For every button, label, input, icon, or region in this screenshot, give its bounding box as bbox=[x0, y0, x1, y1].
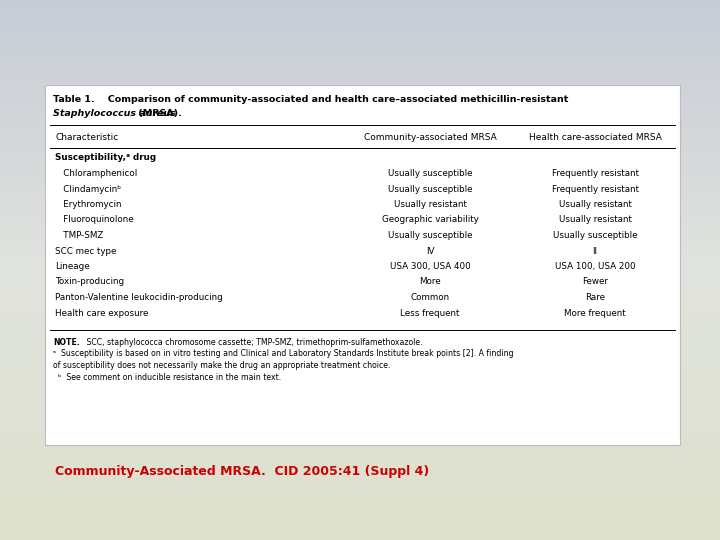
Text: Health care exposure: Health care exposure bbox=[55, 308, 148, 318]
Text: (MRSA).: (MRSA). bbox=[135, 109, 182, 118]
Text: Community-associated MRSA: Community-associated MRSA bbox=[364, 133, 496, 143]
Text: Panton-Valentine leukocidin-producing: Panton-Valentine leukocidin-producing bbox=[55, 293, 222, 302]
Text: NOTE.: NOTE. bbox=[53, 338, 80, 347]
Text: Usually resistant: Usually resistant bbox=[394, 200, 467, 209]
Text: Chloramphenicol: Chloramphenicol bbox=[55, 169, 138, 178]
Text: More: More bbox=[419, 278, 441, 287]
Text: TMP-SMZ: TMP-SMZ bbox=[55, 231, 104, 240]
Text: USA 100, USA 200: USA 100, USA 200 bbox=[554, 262, 635, 271]
Text: Lineage: Lineage bbox=[55, 262, 89, 271]
Text: Usually susceptible: Usually susceptible bbox=[388, 185, 472, 193]
Text: Frequently resistant: Frequently resistant bbox=[552, 169, 639, 178]
Text: IV: IV bbox=[426, 246, 434, 255]
Text: Usually susceptible: Usually susceptible bbox=[388, 169, 472, 178]
Text: II: II bbox=[593, 246, 598, 255]
Text: ᵃ  Susceptibility is based on in vitro testing and Clinical and Laboratory Stand: ᵃ Susceptibility is based on in vitro te… bbox=[53, 349, 513, 359]
Text: Usually susceptible: Usually susceptible bbox=[388, 231, 472, 240]
Text: Usually susceptible: Usually susceptible bbox=[553, 231, 637, 240]
Text: Usually resistant: Usually resistant bbox=[559, 215, 631, 225]
Text: Usually resistant: Usually resistant bbox=[559, 200, 631, 209]
Text: SCC, staphylococca chromosome cassette; TMP-SMZ, trimethoprim-sulfamethoxazole.: SCC, staphylococca chromosome cassette; … bbox=[79, 338, 423, 347]
Text: SCC mec type: SCC mec type bbox=[55, 246, 117, 255]
Text: Toxin-producing: Toxin-producing bbox=[55, 278, 124, 287]
Text: Clindamycinᵇ: Clindamycinᵇ bbox=[55, 185, 121, 193]
Text: Health care-associated MRSA: Health care-associated MRSA bbox=[528, 133, 662, 143]
Text: ᵇ  See comment on inducible resistance in the main text.: ᵇ See comment on inducible resistance in… bbox=[58, 373, 282, 381]
Text: Characteristic: Characteristic bbox=[55, 133, 118, 143]
Text: Rare: Rare bbox=[585, 293, 605, 302]
Text: USA 300, USA 400: USA 300, USA 400 bbox=[390, 262, 470, 271]
Text: Susceptibility,ᵃ drug: Susceptibility,ᵃ drug bbox=[55, 153, 156, 163]
Text: Table 1.    Comparison of community-associated and health care–associated methic: Table 1. Comparison of community-associa… bbox=[53, 95, 568, 104]
Text: Geographic variability: Geographic variability bbox=[382, 215, 478, 225]
Text: Fluoroquinolone: Fluoroquinolone bbox=[55, 215, 134, 225]
Text: More frequent: More frequent bbox=[564, 308, 626, 318]
Text: Less frequent: Less frequent bbox=[400, 308, 459, 318]
Text: Fewer: Fewer bbox=[582, 278, 608, 287]
Text: Staphylococcus aureus: Staphylococcus aureus bbox=[53, 109, 176, 118]
Text: of susceptibility does not necessarily make the drug an appropriate treatment ch: of susceptibility does not necessarily m… bbox=[53, 361, 390, 370]
FancyBboxPatch shape bbox=[45, 85, 680, 445]
Text: Community-Associated MRSA.  CID 2005:41 (Suppl 4): Community-Associated MRSA. CID 2005:41 (… bbox=[55, 465, 429, 478]
Text: Frequently resistant: Frequently resistant bbox=[552, 185, 639, 193]
Text: Common: Common bbox=[410, 293, 449, 302]
Text: Erythromycin: Erythromycin bbox=[55, 200, 122, 209]
